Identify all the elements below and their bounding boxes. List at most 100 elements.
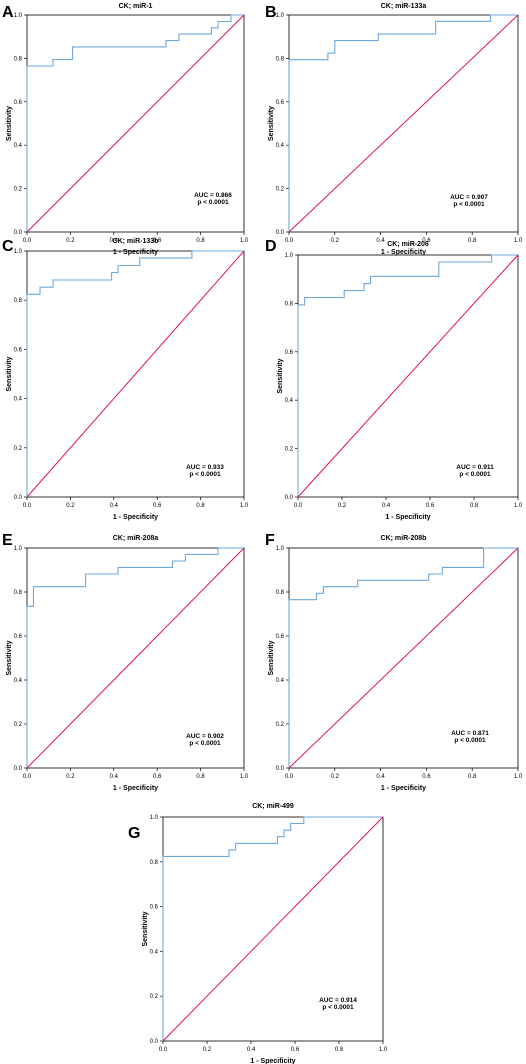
panel-letter: A bbox=[2, 4, 14, 21]
chart-title: CK; miR-1 bbox=[119, 3, 153, 10]
y-tick-label: 0.0 bbox=[14, 230, 23, 236]
y-tick-label: 0.6 bbox=[14, 100, 23, 106]
y-tick-label: 0.4 bbox=[150, 949, 159, 955]
chart-title: CK; miR-206 bbox=[387, 241, 429, 248]
x-tick-label: 0.6 bbox=[153, 503, 162, 509]
y-axis-label: Sensitivity bbox=[142, 911, 149, 946]
x-tick-label: 0.4 bbox=[376, 774, 385, 780]
x-tick-label: 0.8 bbox=[196, 774, 205, 780]
y-tick-label: 0.4 bbox=[276, 678, 285, 684]
reference-diagonal-line bbox=[26, 14, 245, 233]
y-axis-label: Sensitivity bbox=[6, 640, 13, 675]
y-tick-label: 0.0 bbox=[150, 1039, 159, 1045]
y-tick-label: 0.8 bbox=[14, 298, 23, 304]
y-tick-label: 1.0 bbox=[14, 13, 23, 19]
x-tick-label: 0.0 bbox=[23, 238, 32, 244]
y-axis-label: Sensitivity bbox=[6, 356, 13, 391]
x-tick-label: 0.6 bbox=[422, 774, 431, 780]
x-tick-label: 0.8 bbox=[335, 1047, 344, 1053]
x-tick-label: 1.0 bbox=[240, 774, 249, 780]
y-tick-label: 0.4 bbox=[14, 678, 23, 684]
x-tick-label: 0.4 bbox=[110, 238, 119, 244]
x-tick-label: 1.0 bbox=[514, 774, 523, 780]
x-tick-label: 0.0 bbox=[23, 774, 32, 780]
y-tick-label: 0.0 bbox=[14, 766, 23, 772]
auc-annotation: p < 0.0001 bbox=[189, 740, 221, 747]
reference-diagonal-line bbox=[26, 250, 245, 498]
x-axis-label: 1 - Specificity bbox=[113, 785, 158, 792]
chart-panel-g: G CK; miR-499 0.0 0.2 0.4 0.6 0.8 1.0 0.0 0.2 0.4 0… bbox=[128, 803, 388, 1064]
y-tick-label: 1.0 bbox=[276, 546, 285, 552]
x-tick-label: 0.4 bbox=[382, 503, 391, 509]
x-tick-label: 1.0 bbox=[514, 238, 523, 244]
chart-title: CK; miR-133a bbox=[381, 3, 427, 10]
y-tick-label: 1.0 bbox=[150, 815, 159, 821]
y-tick-label: 0.2 bbox=[150, 994, 159, 1000]
x-tick-label: 1.0 bbox=[240, 238, 249, 244]
y-tick-label: 1.0 bbox=[14, 546, 23, 552]
auc-annotation: p < 0.0001 bbox=[459, 471, 491, 478]
auc-annotation: p < 0.0001 bbox=[453, 201, 485, 208]
auc-annotation: p < 0.0001 bbox=[322, 1004, 354, 1011]
panel-letter: D bbox=[265, 238, 277, 255]
auc-annotation: AUC = 0.871 bbox=[451, 730, 489, 737]
panel-letter: G bbox=[128, 825, 140, 842]
chart-title: CK; miR-208b bbox=[381, 535, 427, 542]
x-tick-label: 0.4 bbox=[376, 238, 385, 244]
y-tick-label: 0.2 bbox=[14, 722, 23, 728]
chart-title: CK; miR-499 bbox=[252, 803, 294, 810]
x-tick-label: 0.0 bbox=[159, 1047, 168, 1053]
y-tick-label: 0.2 bbox=[14, 446, 23, 452]
y-tick-label: 0.6 bbox=[14, 634, 23, 640]
y-axis-label: Sensitivity bbox=[277, 358, 284, 393]
x-axis-label: 1 - Specificity bbox=[113, 249, 158, 256]
x-tick-label: 0.6 bbox=[422, 238, 431, 244]
x-tick-label: 0.4 bbox=[110, 503, 119, 509]
reference-diagonal-line bbox=[297, 254, 519, 498]
y-tick-label: 0.2 bbox=[285, 447, 294, 453]
x-tick-label: 0.8 bbox=[468, 774, 477, 780]
roc-curve-line bbox=[288, 14, 518, 232]
x-tick-label: 0.4 bbox=[110, 774, 119, 780]
y-axis-label: Sensitivity bbox=[6, 106, 13, 141]
y-tick-label: 0.8 bbox=[14, 590, 23, 596]
x-tick-label: 0.4 bbox=[247, 1047, 256, 1053]
roc-curve-line bbox=[297, 254, 518, 497]
chart-title: CK; miR-133b bbox=[113, 238, 159, 245]
y-tick-label: 0.8 bbox=[150, 860, 159, 866]
auc-annotation: AUC = 0.914 bbox=[319, 997, 357, 1004]
chart-panel-e: E CK; miR-208a 0.0 0.2 0.4 0.6 0.8 1.0 0.0 0.2 0.4… bbox=[2, 532, 249, 792]
y-tick-label: 0.0 bbox=[276, 230, 285, 236]
x-tick-label: 0.0 bbox=[23, 503, 32, 509]
y-axis-label: Sensitivity bbox=[268, 106, 275, 141]
auc-annotation: AUC = 0.933 bbox=[186, 464, 224, 471]
roc-curve-line bbox=[288, 547, 518, 768]
x-tick-label: 1.0 bbox=[379, 1047, 388, 1053]
roc-curve-line bbox=[26, 14, 244, 232]
x-tick-label: 0.2 bbox=[66, 238, 75, 244]
y-tick-label: 0.6 bbox=[276, 634, 285, 640]
y-tick-label: 0.6 bbox=[14, 347, 23, 353]
y-tick-label: 1.0 bbox=[276, 13, 285, 19]
x-tick-label: 0.2 bbox=[338, 503, 347, 509]
y-tick-label: 0.2 bbox=[276, 187, 285, 193]
chart-panel-d: D CK; miR-206 0.0 0.2 0.4 0.6 0.8 1.0 0.0 0.2 0.4 0… bbox=[265, 238, 523, 521]
y-axis-label: Sensitivity bbox=[268, 640, 275, 675]
auc-annotation: p < 0.0001 bbox=[454, 737, 486, 744]
x-tick-label: 1.0 bbox=[240, 503, 249, 509]
y-tick-label: 0.2 bbox=[276, 722, 285, 728]
auc-annotation: AUC = 0.907 bbox=[450, 194, 488, 201]
x-axis-label: 1 - Specificity bbox=[381, 785, 426, 792]
panel-letter: B bbox=[265, 4, 277, 21]
y-tick-label: 0.2 bbox=[14, 187, 23, 193]
x-tick-label: 0.2 bbox=[66, 774, 75, 780]
chart-panel-a: A CK; miR-10.0 0.2 0.4 0.6 0.8 1.00.00.20.40.6… bbox=[2, 3, 249, 256]
auc-annotation: p < 0.0001 bbox=[189, 471, 221, 478]
y-tick-label: 0.6 bbox=[150, 905, 159, 911]
x-tick-label: 0.2 bbox=[66, 503, 75, 509]
x-tick-label: 0.6 bbox=[153, 774, 162, 780]
y-tick-label: 0.8 bbox=[14, 56, 23, 62]
auc-annotation: p < 0.0001 bbox=[197, 199, 229, 206]
x-tick-label: 0.8 bbox=[196, 238, 205, 244]
